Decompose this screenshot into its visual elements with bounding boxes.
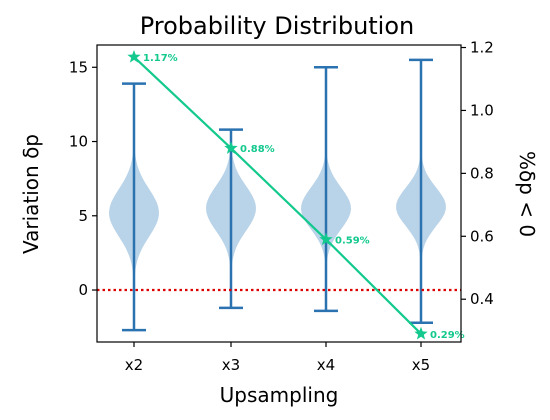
- series-marker-x2: [127, 50, 141, 63]
- plot-frame: [96, 44, 462, 343]
- series-marker-x4: [319, 232, 333, 246]
- x-tick-label-x2: x2: [125, 356, 143, 374]
- y-axis-left: 0 5 10 15: [69, 58, 97, 299]
- y-right-tick-label: 0.8: [470, 164, 494, 182]
- y-right-tick-label: 1.2: [470, 39, 494, 57]
- series-marker-x3: [224, 141, 238, 154]
- data-label-x2: 1.17%: [143, 53, 178, 64]
- series-marker-x5: [414, 326, 428, 340]
- x-axis: x2 x3 x4 x5: [125, 342, 430, 374]
- series-line-path: [133, 56, 422, 335]
- y-right-tick-label: 0.6: [470, 227, 494, 245]
- y-axis-right-label: %δp < 0: [515, 151, 539, 237]
- data-label-x5: 0.29%: [430, 330, 465, 341]
- x-tick-label-x3: x3: [222, 356, 240, 374]
- x-axis-label: Upsampling: [220, 383, 339, 407]
- whiskers: [122, 58, 433, 332]
- y-right-tick-label: 1.0: [470, 101, 494, 119]
- data-label-x3: 0.88%: [240, 144, 275, 155]
- x-tick-label-x5: x5: [412, 356, 430, 374]
- y-left-tick-label: 15: [69, 58, 88, 76]
- y-axis-right: 0.4 0.6 0.8 1.0 1.2: [461, 39, 494, 308]
- y-right-tick-label: 0.4: [470, 290, 494, 308]
- data-label-x4: 0.59%: [335, 235, 370, 246]
- y-left-tick-label: 10: [69, 133, 88, 151]
- y-axis-left-label: Variation δp: [19, 134, 43, 254]
- chart-title: Probability Distribution: [140, 12, 415, 40]
- series-line: 1.17% 0.88% 0.59% 0.29%: [127, 50, 465, 341]
- y-left-tick-label: 0: [78, 281, 88, 299]
- x-tick-label-x4: x4: [317, 356, 335, 374]
- y-left-tick-label: 5: [78, 207, 88, 225]
